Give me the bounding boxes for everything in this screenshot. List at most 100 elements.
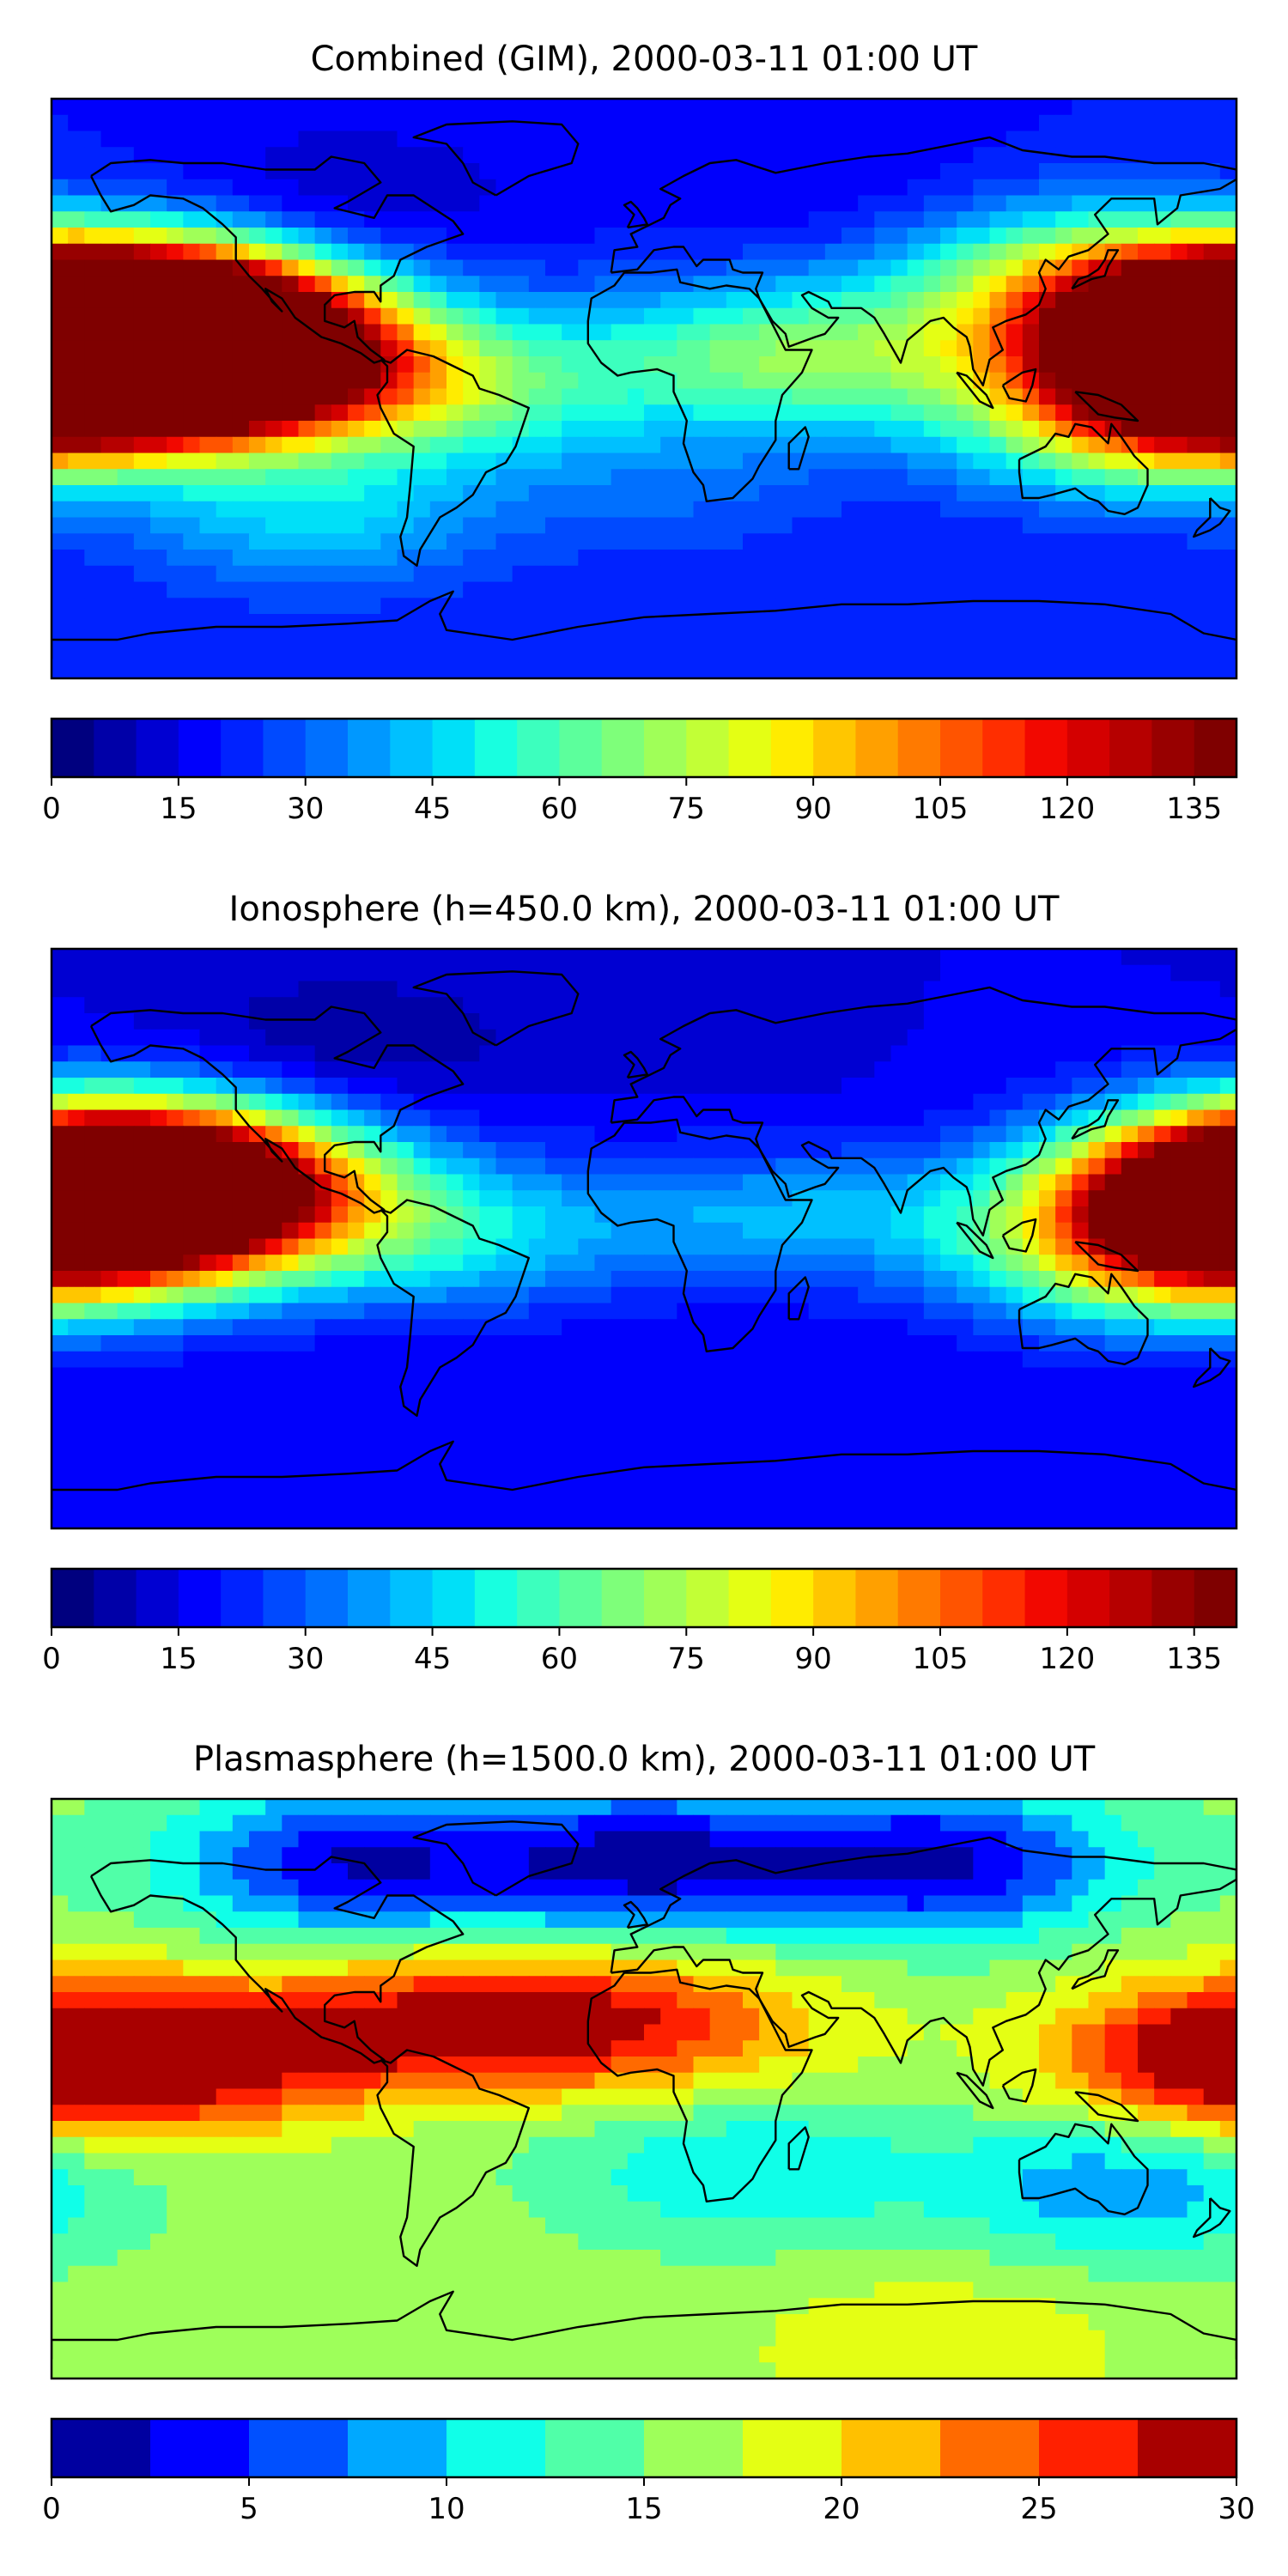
field-cell (1121, 646, 1139, 663)
field-cell (792, 1448, 810, 1465)
field-cell (890, 550, 908, 567)
field-cell (874, 340, 892, 357)
field-cell (923, 598, 941, 615)
field-cell (1055, 1045, 1072, 1062)
field-cell (1072, 1383, 1090, 1400)
field-cell (298, 388, 316, 405)
field-cell (100, 1190, 118, 1207)
field-cell (1138, 981, 1155, 998)
field-cell (133, 614, 151, 631)
field-cell (1072, 436, 1090, 454)
field-cell (709, 1206, 727, 1224)
field-cell (265, 1174, 283, 1191)
field-cell (890, 99, 908, 116)
field-cell (364, 1157, 381, 1176)
field-cell (1187, 1303, 1205, 1320)
field-cell (726, 195, 744, 212)
field-cell (841, 1174, 859, 1191)
field-cell (331, 1400, 349, 1417)
field-cell (282, 259, 300, 276)
field-cell (100, 614, 118, 631)
field-cell (907, 550, 925, 567)
field-cell (447, 372, 464, 390)
field-cell (940, 1078, 957, 1095)
field-cell (167, 614, 184, 631)
field-cell (759, 949, 776, 966)
field-cell (545, 533, 562, 550)
field-cell (890, 388, 908, 405)
field-cell (1072, 1157, 1090, 1176)
field-cell (545, 997, 562, 1014)
field-cell (907, 662, 925, 678)
field-cell (808, 1286, 826, 1304)
field-cell (1203, 147, 1221, 164)
field-cell (1203, 1286, 1221, 1304)
field-cell (447, 243, 464, 261)
field-cell (1022, 565, 1040, 583)
field-cell (693, 179, 711, 197)
field-cell (528, 1271, 546, 1288)
field-cell (726, 662, 744, 678)
field-cell (940, 533, 957, 550)
field-cell (512, 469, 530, 486)
field-cell (775, 404, 793, 422)
field-cell (1138, 388, 1155, 405)
field-cell (677, 1045, 695, 1062)
field-cell (298, 99, 316, 116)
field-cell (989, 550, 1007, 567)
field-cell (397, 1142, 415, 1159)
field-cell (52, 243, 69, 261)
field-cell (364, 1206, 381, 1224)
field-cell (348, 533, 365, 550)
field-cell (940, 550, 957, 567)
field-cell (495, 997, 513, 1014)
field-cell (1055, 1174, 1072, 1191)
field-cell (447, 1255, 464, 1272)
field-cell (84, 1383, 102, 1400)
field-cell (282, 1367, 300, 1384)
field-cell (677, 1190, 695, 1207)
field-cell (183, 1078, 201, 1095)
field-cell (890, 1093, 908, 1111)
field-cell (1088, 964, 1106, 982)
field-cell (957, 131, 974, 148)
field-cell (594, 195, 612, 212)
field-cell (858, 1157, 875, 1176)
colorbar (50, 717, 1238, 779)
field-cell (1104, 1142, 1122, 1159)
field-cell (808, 1190, 826, 1207)
field-cell (265, 1415, 283, 1433)
field-cell (775, 453, 793, 470)
field-cell (495, 1222, 513, 1240)
field-cell (68, 179, 85, 197)
field-cell (1022, 1351, 1040, 1369)
field-cell (709, 1286, 727, 1304)
field-cell (890, 1351, 908, 1369)
field-cell (133, 1271, 151, 1288)
field-cell (397, 1431, 415, 1449)
field-cell (989, 1013, 1007, 1030)
field-cell (397, 195, 415, 212)
field-cell (1022, 179, 1040, 197)
field-cell (940, 131, 957, 148)
field-cell (216, 1400, 234, 1417)
field-cell (413, 1303, 431, 1320)
field-cell (824, 340, 842, 357)
field-cell (232, 469, 250, 486)
field-cell (84, 565, 102, 583)
field-cell (874, 581, 892, 598)
field-cell (84, 292, 102, 309)
field-cell (841, 99, 859, 116)
field-cell (150, 517, 167, 534)
field-cell (249, 131, 266, 148)
field-cell (611, 1383, 629, 1400)
field-cell (463, 1190, 480, 1207)
field-cell (364, 436, 381, 454)
field-cell (265, 1400, 283, 1417)
field-cell (1005, 550, 1024, 567)
field-cell (133, 228, 151, 245)
field-cell (216, 453, 234, 470)
field-cell (660, 1174, 677, 1191)
field-cell (989, 964, 1007, 982)
field-cell (495, 1109, 513, 1127)
